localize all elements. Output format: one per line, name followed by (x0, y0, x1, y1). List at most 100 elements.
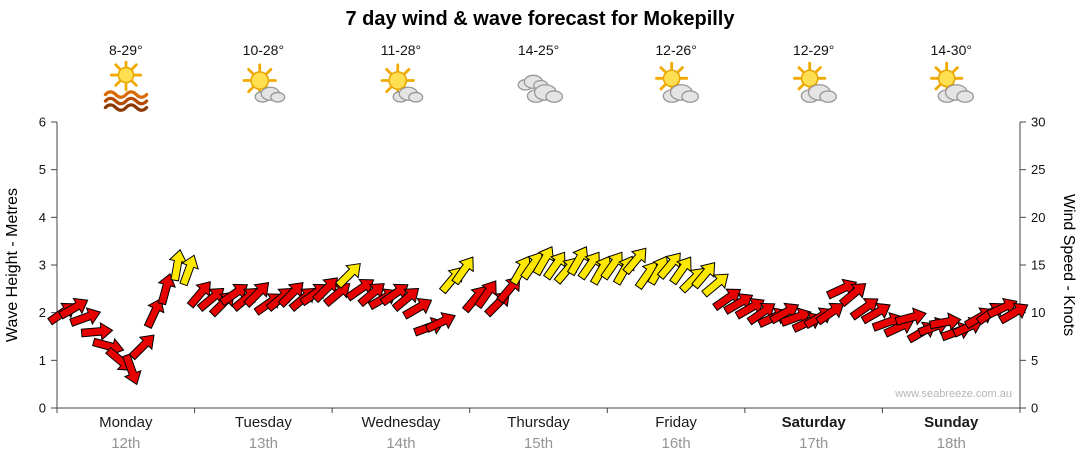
wind-arrow (179, 254, 199, 287)
wind-arrow (334, 262, 361, 289)
day-column-label: Wednesday 14th (332, 414, 470, 452)
wind-arrow (243, 282, 270, 308)
day-name: Monday (99, 414, 153, 431)
day-date: 15th (523, 435, 554, 452)
day-column-icon (470, 61, 608, 118)
day-column-icon (745, 61, 883, 118)
day-temp-label: 14-30° (930, 42, 972, 58)
day-date: 17th (799, 435, 829, 452)
day-column-label: Saturday 17th (745, 414, 883, 452)
day-name: Sunday (924, 414, 979, 431)
wind-arrow (424, 312, 456, 333)
wind-arrow (928, 312, 962, 331)
day-name: Tuesday (234, 414, 292, 431)
wind-arrow (157, 273, 176, 306)
axis-ticks: 0 1 2 3 4 5 6 0 5 10 15 20 25 30 (39, 115, 1046, 416)
day-column-temp: 12-26° (607, 42, 745, 58)
wind-arrow (894, 307, 927, 326)
wind-arrow (121, 353, 142, 386)
wind-arrow (600, 251, 623, 281)
wind-arrow (622, 247, 647, 276)
wind-arrow (58, 297, 89, 320)
day-date: 16th (661, 435, 691, 452)
wave-axis-tick-label: 0 (39, 401, 46, 416)
sun-waves-icon (100, 59, 152, 118)
mostly-sunny-icon (237, 61, 289, 118)
day-name: Thursday (507, 414, 570, 431)
day-name: Wednesday (361, 414, 441, 431)
wind-arrow (391, 287, 420, 312)
wave-axis-tick-label: 3 (39, 258, 46, 273)
wave-axis-tick-label: 4 (39, 210, 46, 225)
wind-arrow (815, 302, 845, 326)
day-column-icon (607, 61, 745, 118)
day-column-label: Tuesday 13th (195, 414, 333, 452)
day-labels-row: Monday 12th Tuesday 13th Wednesday 14th Thursd… (57, 414, 1020, 452)
day-date: 13th (248, 435, 278, 452)
day-date: 12th (111, 435, 141, 452)
day-column-temp: 10-28° (195, 42, 333, 58)
wind-arrow (577, 251, 600, 281)
wind-arrow (998, 302, 1029, 325)
wave-axis-tick-label: 5 (39, 162, 46, 177)
day-date: 18th (936, 435, 966, 452)
wind-axis-tick-label: 15 (1031, 258, 1045, 273)
temperature-row: 8-29° 10-28° 11-28° 14-25° 12-26° 12-29° 14-30… (57, 42, 1020, 58)
wind-arrow (860, 302, 891, 325)
wind-arrow (566, 246, 589, 277)
wind-axis-tick-label: 0 (1031, 401, 1038, 416)
day-column-temp: 11-28° (332, 42, 470, 58)
wind-speed-axis-label: Wind Speed - Knots (1060, 194, 1077, 336)
day-temp-label: 10-28° (242, 42, 285, 58)
day-column-icon (57, 59, 195, 118)
day-column-label: Friday 16th (607, 414, 745, 452)
sun-cloud-icon (788, 61, 840, 118)
wave-height-axis-label: Wave Height - Metres (4, 188, 21, 342)
cloudy-icon (513, 61, 565, 118)
sun-cloud-icon (925, 61, 977, 118)
sun-cloud-icon (650, 61, 702, 118)
day-temp-label: 12-26° (655, 42, 697, 58)
day-column-label: Monday 12th (57, 414, 195, 452)
wind-axis-tick-label: 20 (1031, 210, 1045, 225)
day-date: 14th (386, 435, 416, 452)
day-temp-label: 8-29° (108, 42, 143, 58)
mostly-sunny-icon (375, 61, 427, 118)
wind-axis-tick-label: 25 (1031, 162, 1045, 177)
day-column-icon (195, 61, 333, 118)
day-column-temp: 14-30° (882, 42, 1020, 58)
day-column-label: Thursday 15th (470, 414, 608, 452)
wind-arrow (322, 283, 351, 308)
weather-icons-row (57, 59, 1020, 118)
watermark: www.seabreeze.com.au (894, 388, 1012, 400)
day-column-icon (332, 61, 470, 118)
wind-arrow (691, 261, 716, 290)
wind-arrow (80, 321, 114, 341)
day-temp-label: 11-28° (380, 42, 422, 58)
page-title: 7 day wind & wave forecast for Mokepilly (345, 8, 735, 30)
wind-axis-tick-label: 10 (1031, 305, 1045, 320)
wind-arrow (701, 273, 729, 298)
wind-axis-tick-label: 30 (1031, 115, 1045, 130)
wind-arrow (532, 246, 555, 277)
wind-arrow (451, 256, 474, 286)
wind-axis-tick-label: 5 (1031, 353, 1038, 368)
day-name: Saturday (781, 414, 846, 431)
wind-arrow (838, 283, 867, 308)
wave-axis-tick-label: 2 (39, 305, 46, 320)
wind-arrow (128, 334, 155, 361)
wind-arrow (402, 297, 433, 320)
day-temp-label: 14-25° (517, 42, 560, 58)
day-name: Friday (655, 414, 697, 431)
day-column-icon (882, 61, 1020, 118)
day-column-temp: 14-25° (470, 42, 608, 58)
day-column-temp: 8-29° (57, 42, 195, 58)
day-temp-label: 12-29° (792, 42, 835, 58)
wind-arrow (543, 251, 566, 281)
wave-axis-tick-label: 6 (39, 115, 46, 130)
wave-axis-tick-label: 1 (39, 353, 46, 368)
wind-arrow (143, 297, 165, 330)
day-column-label: Sunday 18th (882, 414, 1020, 452)
